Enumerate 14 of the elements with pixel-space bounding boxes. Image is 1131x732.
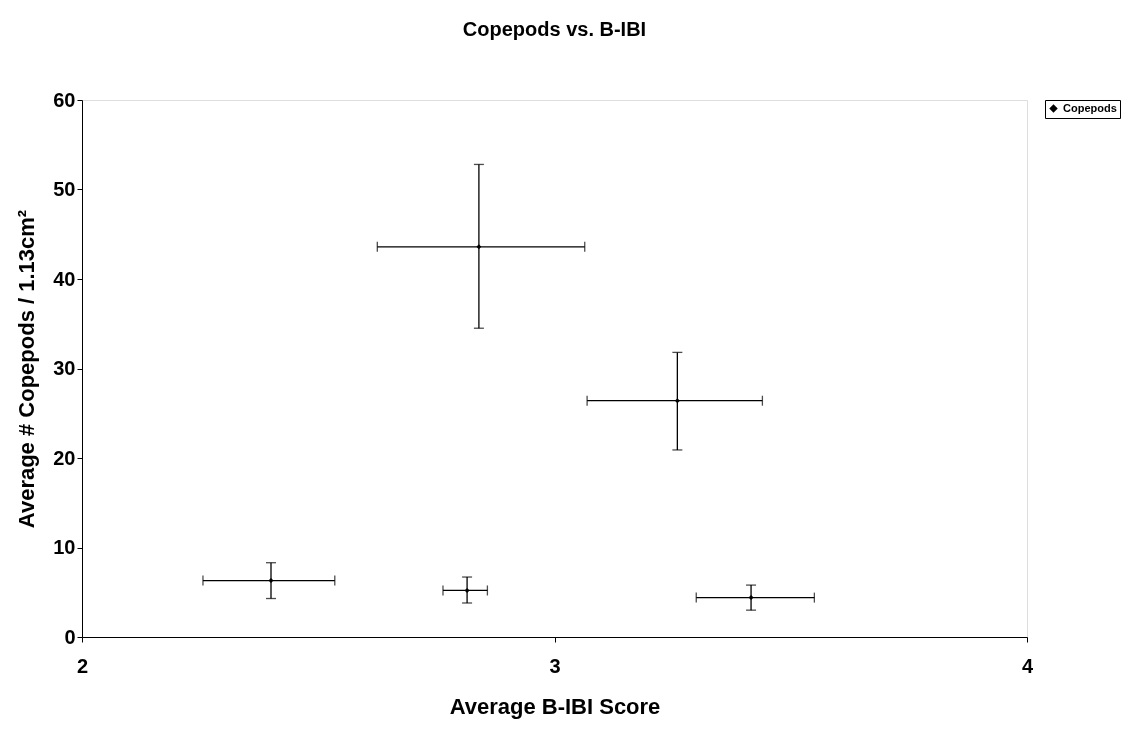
x-tick-label: 2	[76, 654, 89, 677]
y-tick-label: 60	[53, 88, 76, 111]
y-tick-label: 20	[53, 446, 76, 469]
x-tick-label: 4	[1021, 654, 1034, 677]
y-tick-label: 40	[53, 267, 76, 290]
y-tick-label: 30	[53, 357, 76, 379]
chart-title: Copepods vs. B-IBI	[462, 18, 647, 40]
y-tick-label: 10	[53, 536, 76, 558]
y-tick-label: 0	[64, 625, 76, 648]
legend-label: Copepods	[1063, 101, 1117, 114]
y-axis-title: Average # Copepods / 1.13cm²	[14, 209, 40, 529]
y-tick-label: 50	[53, 178, 76, 200]
x-tick-label: 3	[549, 654, 561, 677]
x-axis-title: Average B-IBI Score	[449, 693, 661, 719]
